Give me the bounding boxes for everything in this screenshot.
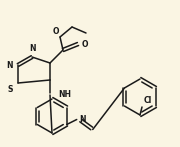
Text: S: S <box>8 85 13 94</box>
Text: N: N <box>6 61 13 70</box>
Text: O: O <box>53 27 59 36</box>
Text: N: N <box>29 44 35 53</box>
Text: NH: NH <box>58 90 71 98</box>
Text: O: O <box>82 40 89 49</box>
Text: Cl: Cl <box>144 96 152 105</box>
Text: N: N <box>80 115 86 124</box>
